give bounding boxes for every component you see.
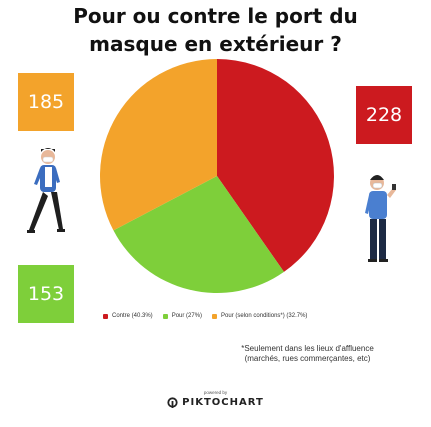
pie-slice-contre [217,59,334,272]
legend-label-pour-conditions: Pour (selon conditions*) (32.7%) [221,313,308,319]
footnote-line-1: *Seulement dans les lieux d'affluence [241,344,374,353]
legend-swatch-green [162,313,168,319]
legend-label-pour: Pour (27%) [171,313,203,319]
legend-swatch-red [103,313,108,319]
person-mask-phone-icon [365,175,396,262]
pie-slice-pour-conditions [100,59,217,231]
count-box-red: 228 [356,86,412,144]
brand-logo: PIKTOCHART [0,397,431,408]
pie-slices [100,59,334,293]
legend-item-pour: Pour (27%) [162,313,203,319]
legend-label-contre: Contre (40.3%) [112,313,153,319]
chart-title-line-1: Pour ou contre le port du [73,4,358,28]
chart-title-line-2: masque en extérieur ? [89,32,342,56]
count-box-orange: 185 [18,73,74,131]
pie-slice-pour [113,176,284,293]
footnote: *Seulement dans les lieux d'affluence (m… [200,344,415,364]
footnote-line-2: (marchés, rues commerçantes, etc) [244,354,371,363]
powered-by-label: powered by [203,390,228,395]
brand-name: PIKTOCHART [182,397,264,408]
chart-legend: Contre (40.3%) Pour (27%) Pour (selon co… [103,313,307,319]
legend-swatch-orange [212,313,218,319]
legend-item-pour-conditions: Pour (selon conditions*) (32.7%) [212,313,307,319]
legend-item-contre: Contre (40.3%) [103,313,153,319]
person-mask-walking-icon [27,148,65,233]
count-box-green: 153 [18,265,74,323]
piktochart-logo-icon [167,397,178,408]
